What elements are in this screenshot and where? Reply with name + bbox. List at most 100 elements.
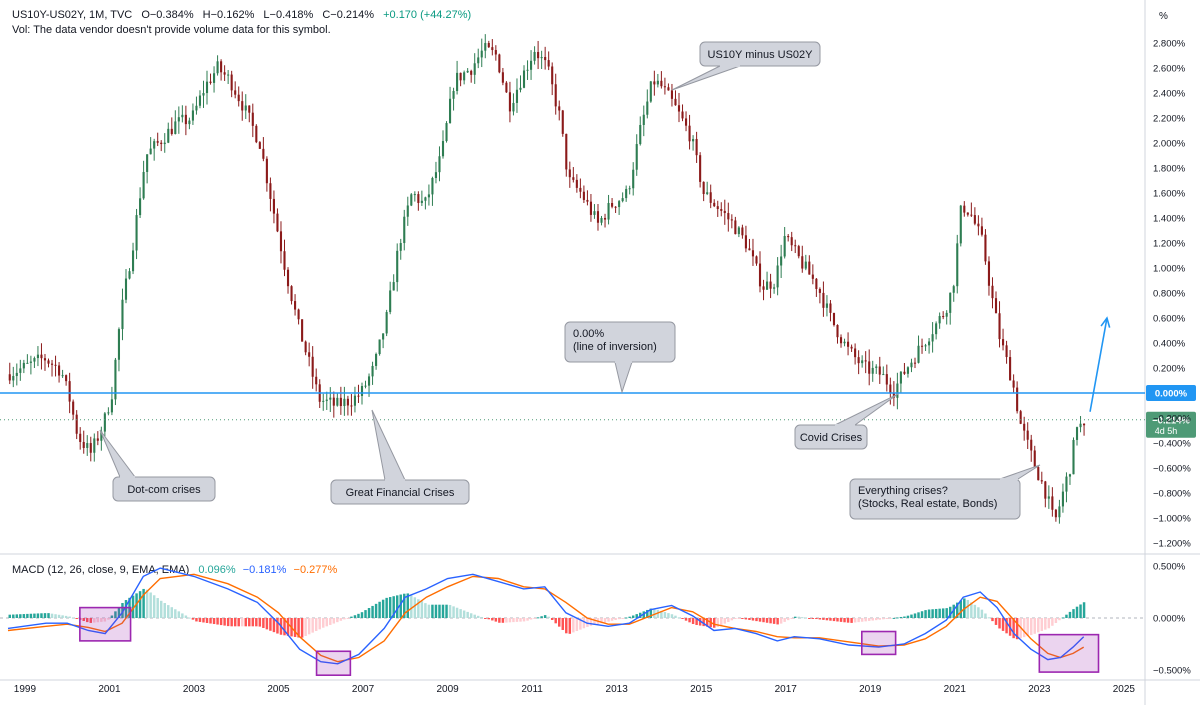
candle-body <box>329 397 332 400</box>
macd-histogram-bar <box>779 618 783 624</box>
macd-histogram-bar <box>413 597 417 618</box>
macd-histogram-bar <box>1001 618 1005 631</box>
candle-body <box>385 312 388 334</box>
candle-body <box>417 194 420 203</box>
candle-body <box>889 384 892 393</box>
macd-histogram-bar <box>691 618 695 624</box>
macd-histogram-bar <box>202 618 205 623</box>
annotation-callout <box>699 41 821 67</box>
macd-histogram-bar <box>420 601 424 618</box>
macd-histogram-bar <box>19 614 22 618</box>
candle-body <box>61 375 64 377</box>
candle-body <box>607 203 610 220</box>
candle-body <box>727 213 730 220</box>
macd-histogram-bar <box>568 618 572 634</box>
macd-histogram-bar <box>195 618 198 622</box>
x-tick-label: 2001 <box>98 684 121 695</box>
candle-body <box>375 354 378 366</box>
candle-body <box>839 337 843 344</box>
macd-histogram-bar <box>617 618 621 620</box>
macd-histogram-bar <box>1068 611 1072 618</box>
annotation-text: Covid Crises <box>800 432 863 444</box>
y-tick-label: −0.600% <box>1153 464 1191 475</box>
macd-highlight-box <box>315 650 352 677</box>
macd-histogram-bar <box>357 613 360 618</box>
macd-histogram-bar <box>367 608 371 618</box>
macd-histogram-bar <box>956 602 959 618</box>
candle-body <box>906 367 910 374</box>
candle-body <box>871 367 874 374</box>
candle-body <box>596 211 600 223</box>
candle-body <box>508 92 511 112</box>
macd-histogram-bar <box>593 618 596 625</box>
macd-histogram-bar <box>1054 618 1058 623</box>
candle-body <box>987 261 991 286</box>
candle-body <box>463 72 466 81</box>
candle-body <box>477 57 480 64</box>
candle-body <box>491 47 494 51</box>
macd-histogram-bar <box>977 607 980 618</box>
macd-histogram-bar <box>765 618 769 623</box>
candle-body <box>1079 423 1082 428</box>
candle-body <box>1023 423 1026 431</box>
macd-histogram-bar <box>343 618 346 620</box>
macd-histogram-bar <box>219 618 223 626</box>
candle-body <box>533 51 536 61</box>
macd-histogram-bar <box>656 609 660 618</box>
candle-body <box>205 81 209 94</box>
macd-histogram-bar <box>681 618 684 619</box>
candle-body <box>670 90 674 99</box>
macd-histogram-bar <box>836 618 839 622</box>
macd-histogram-bar <box>138 591 142 618</box>
macd-histogram-bar <box>297 618 300 638</box>
macd-histogram-bar <box>50 613 54 618</box>
candle-body <box>276 213 279 232</box>
candle-body <box>15 372 18 376</box>
candle-body <box>434 172 438 179</box>
macd-histogram-bar <box>522 618 526 622</box>
candle-body <box>29 361 32 363</box>
y-tick-label: −1.000% <box>1153 514 1191 525</box>
candle-body <box>149 148 152 155</box>
macd-histogram-bar <box>89 618 93 623</box>
candle-body <box>804 261 807 269</box>
candle-body <box>618 201 621 208</box>
candle-body <box>956 243 959 287</box>
candle-body <box>294 301 297 310</box>
candle-body <box>265 158 268 184</box>
candle-body <box>949 292 952 313</box>
candle-body <box>1005 345 1008 358</box>
macd-header: MACD (12, 26, close, 9, EMA, EMA) 0.096%… <box>12 564 343 576</box>
candle-body <box>832 312 836 326</box>
macd-histogram-bar <box>822 618 825 620</box>
macd-histogram-bar <box>850 618 853 623</box>
macd-histogram-bar <box>322 618 325 628</box>
macd-histogram-bar <box>1022 618 1026 638</box>
macd-histogram-bar <box>705 618 709 627</box>
candle-body <box>103 413 106 432</box>
candle-body <box>100 431 103 441</box>
macd-histogram-bar <box>755 618 758 622</box>
macd-histogram-bar <box>762 618 765 623</box>
macd-histogram-bar <box>314 618 318 631</box>
macd-histogram-bar <box>860 618 864 622</box>
macd-histogram-bar <box>1058 618 1061 621</box>
macd-histogram-bar <box>427 604 431 618</box>
annotations: US10Y minus US02Y 0.00%(line of inversion… <box>99 41 1041 520</box>
macd-histogram-bar <box>455 607 459 618</box>
macd-lines <box>7 567 1085 665</box>
candle-body <box>515 89 519 103</box>
macd-histogram-bar <box>744 618 748 620</box>
candle-body <box>660 80 663 87</box>
candle-body <box>903 371 906 374</box>
candle-body <box>783 236 786 257</box>
macd-histogram-bar <box>600 618 603 624</box>
candle-body <box>184 114 187 125</box>
candle-body <box>554 84 557 107</box>
candle-body <box>892 392 895 398</box>
macd-histogram-bar <box>1072 609 1075 618</box>
candle-body <box>766 281 769 290</box>
macd-histogram-bar <box>938 608 941 618</box>
candle-body <box>699 155 702 182</box>
